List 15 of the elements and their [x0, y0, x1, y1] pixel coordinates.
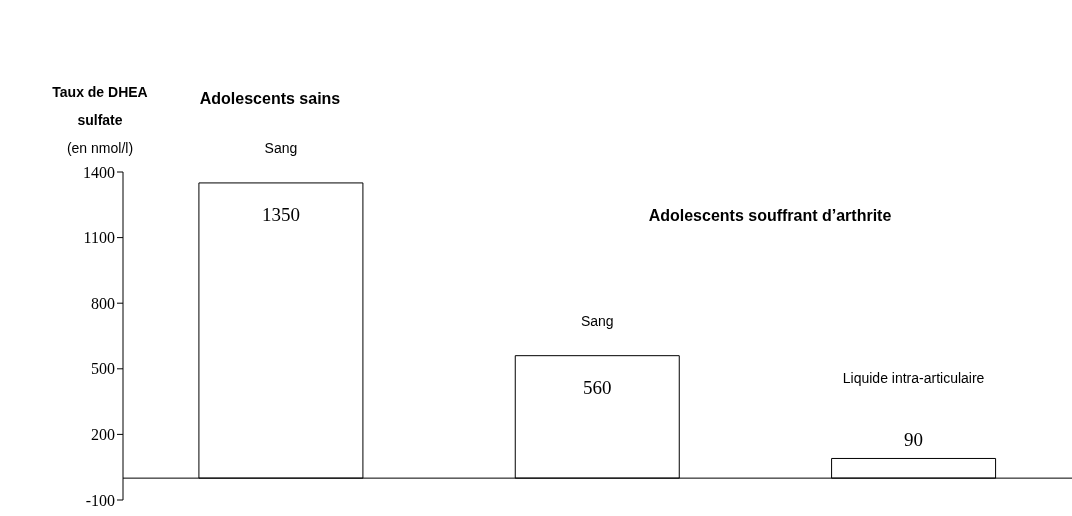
y-tick-label: 800 — [91, 294, 115, 312]
y-tick-label: 1100 — [83, 229, 115, 247]
y-tick-label: 200 — [91, 426, 115, 444]
data-label: 560 — [583, 376, 612, 398]
y-axis-title: Taux de DHEA sulfate (en nmol/l) — [51, 83, 149, 158]
annotation: Adolescents souffrant d’arthrite — [647, 206, 893, 226]
y-tick-label: -100 — [85, 491, 115, 509]
y-tick-label: 500 — [91, 360, 115, 378]
text: Adolescents sains — [198, 89, 342, 109]
y-tick-label: 1400 — [83, 163, 115, 181]
x-tick-label: Sang — [580, 312, 614, 329]
data-label: 1350 — [261, 203, 300, 225]
data-label: 90 — [904, 429, 924, 451]
x-tick-label: Liquide intra-articulaire — [842, 370, 985, 387]
x-tick-label: Sang — [264, 139, 298, 156]
